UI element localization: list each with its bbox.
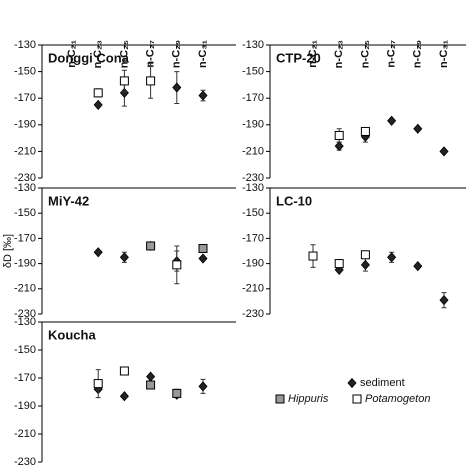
y-tick-label: -210 (14, 428, 36, 440)
x-tick-label: n-C₂₁ (307, 40, 319, 68)
data-point (387, 115, 397, 126)
y-tick-label: -150 (14, 66, 36, 78)
panel-title: LC-10 (276, 193, 312, 208)
data-point (119, 76, 129, 86)
x-tick-label: n-C₂₃ (333, 40, 345, 68)
data-point (146, 241, 156, 251)
y-tick-label: -230 (14, 456, 36, 468)
data-point (198, 253, 208, 264)
y-tick-label: -190 (242, 119, 264, 131)
x-tick-label: n-C₂₇ (145, 40, 157, 68)
y-tick-label: -210 (242, 145, 264, 157)
y-axis-label: δD [‰] (2, 234, 14, 268)
y-tick-label: -170 (14, 232, 36, 244)
data-point (198, 243, 208, 253)
panel-title: CTP-20 (276, 50, 321, 65)
y-tick-label: -210 (242, 283, 264, 295)
y-tick-label: -190 (14, 258, 36, 270)
data-point (387, 252, 397, 263)
y-tick-label: -190 (14, 400, 36, 412)
y-tick-label: -230 (14, 308, 36, 320)
x-tick-label: n-C₂₃ (92, 40, 104, 68)
legend-label: Hippuris (288, 393, 329, 405)
data-point (439, 146, 449, 157)
y-tick-label: -130 (14, 316, 36, 328)
data-point (198, 381, 208, 392)
data-point (93, 247, 103, 258)
x-tick-label: n-C₂₅ (359, 40, 371, 68)
data-point (146, 371, 156, 382)
x-tick-label: n-C₃₁ (438, 40, 450, 68)
data-point (172, 260, 182, 270)
data-point (93, 379, 103, 389)
x-tick-label: n-C₂₉ (412, 40, 424, 68)
y-tick-label: -190 (14, 119, 36, 131)
data-point (172, 388, 182, 398)
y-tick-label: -170 (242, 92, 264, 104)
y-tick-label: -150 (242, 66, 264, 78)
y-tick-label: -210 (14, 145, 36, 157)
data-point (360, 126, 370, 136)
y-tick-label: -130 (242, 39, 264, 51)
panel-title: MiY-42 (48, 193, 89, 208)
y-tick-label: -230 (242, 172, 264, 184)
data-point (360, 259, 370, 270)
data-point (334, 140, 344, 152)
data-point (146, 380, 156, 390)
data-point (119, 252, 129, 263)
data-point (172, 82, 182, 93)
data-point (146, 76, 156, 86)
legend-label: Potamogeton (365, 393, 430, 405)
data-point (413, 123, 423, 134)
data-point (413, 261, 423, 272)
data-point (119, 391, 129, 402)
y-tick-label: -150 (14, 344, 36, 356)
y-tick-label: -170 (14, 372, 36, 384)
data-point (439, 295, 449, 306)
data-point (119, 87, 129, 98)
legend-marker (275, 394, 285, 404)
legend-marker (347, 377, 357, 389)
panel-title: Koucha (48, 327, 96, 342)
y-tick-label: -210 (14, 283, 36, 295)
legend-label: sediment (360, 377, 405, 389)
data-point (198, 90, 208, 101)
y-tick-label: -170 (242, 232, 264, 244)
data-point (93, 99, 103, 110)
x-tick-label: n-C₂₇ (386, 40, 398, 68)
y-tick-label: -230 (14, 172, 36, 184)
x-tick-label: n-C₂₉ (171, 40, 183, 68)
y-tick-label: -130 (14, 39, 36, 51)
y-tick-label: -130 (242, 182, 264, 194)
data-point (119, 366, 129, 376)
data-point (360, 250, 370, 260)
y-tick-label: -190 (242, 258, 264, 270)
data-point (308, 251, 318, 261)
data-point (334, 130, 344, 140)
data-point (93, 88, 103, 98)
x-tick-label: n-C₂₁ (66, 40, 78, 68)
data-point (334, 259, 344, 269)
y-tick-label: -150 (14, 207, 36, 219)
x-tick-label: n-C₂₅ (118, 40, 130, 68)
y-tick-label: -170 (14, 92, 36, 104)
x-tick-label: n-C₃₁ (197, 40, 209, 68)
panel-title: Donggi Cona (48, 50, 130, 65)
y-tick-label: -150 (242, 207, 264, 219)
y-tick-label: -130 (14, 182, 36, 194)
legend-marker (352, 394, 362, 404)
y-tick-label: -230 (242, 308, 264, 320)
